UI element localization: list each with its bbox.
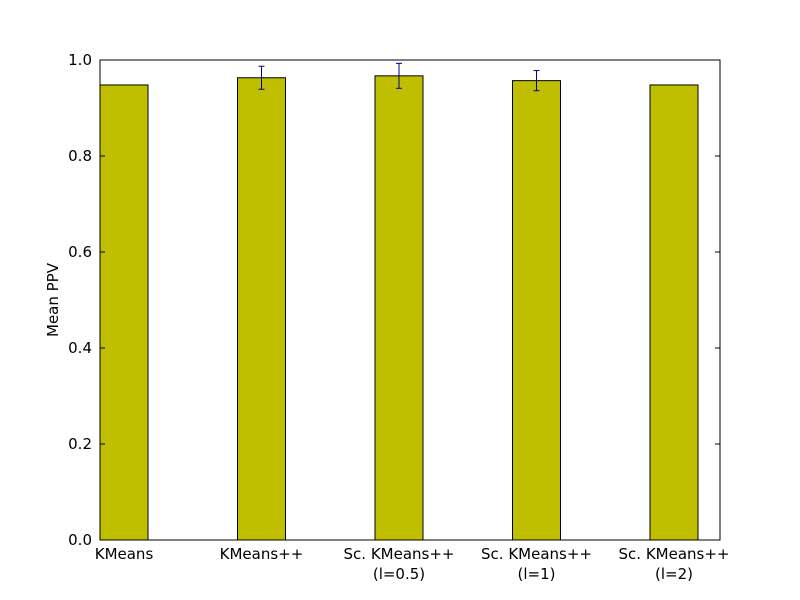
y-axis-title: Mean PPV [44,262,62,337]
x-tick-label-3: Sc. KMeans++ (l=1) [481,545,592,583]
error-bars-layer [258,62,540,92]
y-tick-5: 1.0 [68,51,720,69]
error-bar-3 [533,70,540,92]
bar-1 [237,77,286,541]
x-tick-label-2: Sc. KMeans++ (l=0.5) [344,545,455,583]
y-tick-label-4: 0.8 [68,147,92,165]
error-bar-2 [396,62,402,89]
y-axis-ticks: 0.0 0.2 0.4 0.6 0.8 1.0 [68,51,720,549]
y-tick-label-0: 0.0 [68,531,92,549]
bars-layer [99,75,699,541]
y-tick-0: 0.0 [68,531,720,549]
y-tick-label-5: 1.0 [68,51,92,69]
y-tick-1: 0.2 [68,435,720,453]
bar-4 [649,84,699,541]
y-tick-label-2: 0.4 [68,339,92,357]
bar-2 [374,75,424,541]
plot-frame [99,59,721,541]
error-bar-1 [258,65,265,90]
x-tick-label-4: Sc. KMeans++ (l=2) [619,545,730,583]
x-tick-label-0: KMeans [95,545,154,563]
y-tick-4: 0.8 [68,147,720,165]
y-tick-2: 0.4 [68,339,720,357]
x-axis-labels: KMeans KMeans++ Sc. KMeans++ (l=0.5) Sc. KMe… [95,545,730,583]
bar-0 [99,84,149,541]
y-tick-label-1: 0.2 [68,435,92,453]
y-tick-3: 0.6 [68,243,720,261]
y-tick-label-3: 0.6 [68,243,92,261]
x-tick-label-1: KMeans++ [220,545,304,563]
bar-3 [512,80,561,541]
